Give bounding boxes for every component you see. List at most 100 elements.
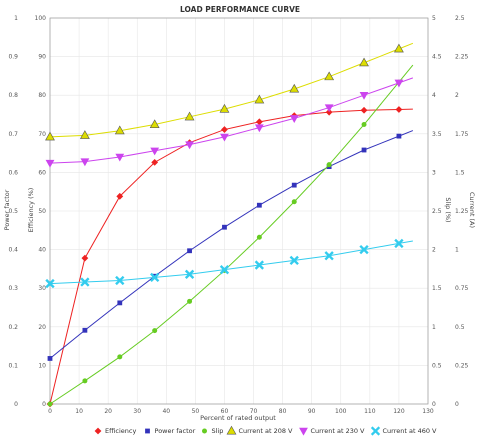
grid-layer: [49, 17, 429, 405]
x-tick-label: 90: [308, 408, 316, 415]
x-axis-label: Percent of rated output: [200, 414, 276, 422]
data-point-power-factor: [291, 182, 297, 188]
legend-marker-slip: [202, 428, 207, 434]
slip-tick-label: 2: [432, 247, 436, 254]
legend-marker-current-at-460-v: [370, 426, 381, 436]
slip-tick-label: 0: [432, 401, 436, 408]
current-tick-label: 1.75: [455, 131, 469, 138]
series-current-at-460-v: [45, 238, 413, 289]
current-tick-label: 2: [455, 92, 459, 99]
series-current-at-230-v: [45, 77, 414, 168]
data-point-slip: [291, 199, 297, 205]
data-point-power-factor: [361, 147, 367, 153]
legend-item-efficiency: Efficiency: [94, 427, 136, 435]
data-point-efficiency: [116, 192, 124, 200]
legend-item-current-at-208-v: Current at 208 V: [226, 425, 294, 435]
data-point-efficiency: [325, 108, 333, 116]
x-tick-label: 50: [192, 408, 200, 415]
efficiency-tick-label: 20: [38, 324, 46, 331]
legend-label-efficiency: Efficiency: [105, 427, 136, 435]
slip-tick-label: 3: [432, 169, 436, 176]
data-point-efficiency: [81, 254, 89, 262]
data-point-current-at-208-v: [79, 130, 90, 139]
y-axis-label-slip: Slip (%): [444, 197, 452, 222]
efficiency-tick-label: 70: [38, 131, 46, 138]
series-line-efficiency: [49, 108, 413, 405]
data-point-current-at-208-v: [184, 111, 195, 121]
slip-tick-label: 2.5: [432, 208, 442, 215]
slip-tick-label: 5: [432, 15, 436, 22]
data-point-current-at-460-v: [219, 265, 230, 275]
legend-label-slip: Slip: [212, 427, 224, 435]
data-point-efficiency: [395, 106, 403, 113]
data-point-current-at-230-v: [115, 153, 125, 162]
data-point-slip: [152, 328, 158, 334]
x-tick-label: 70: [250, 408, 258, 415]
x-tick-label: 0: [48, 408, 52, 415]
data-point-current-at-230-v: [289, 115, 299, 123]
plot-border: [49, 17, 429, 405]
data-point-current-at-460-v: [80, 277, 90, 287]
data-point-current-at-460-v: [394, 238, 404, 249]
data-point-power-factor: [222, 224, 227, 230]
data-point-current-at-460-v: [359, 244, 369, 255]
data-point-current-at-230-v: [45, 159, 55, 168]
legend-label-current-at-208-v: Current at 208 V: [239, 427, 294, 435]
efficiency-tick-label: 50: [38, 208, 46, 215]
x-tick-label: 60: [221, 408, 229, 415]
data-point-power-factor: [396, 133, 402, 139]
data-point-current-at-230-v: [324, 104, 334, 113]
efficiency-tick-label: 0: [42, 401, 46, 408]
efficiency-tick-label: 80: [38, 92, 46, 99]
data-point-current-at-230-v: [359, 92, 369, 100]
legend-item-current-at-460-v: Current at 460 V: [370, 426, 438, 436]
power-factor-tick-label: 1: [14, 15, 18, 22]
data-point-slip: [117, 354, 123, 360]
series-layer: [45, 42, 414, 408]
data-point-slip: [361, 122, 367, 128]
data-point-efficiency: [151, 158, 159, 166]
power-factor-tick-label: 0.7: [8, 131, 18, 138]
current-tick-label: 2.5: [455, 15, 465, 22]
legend: Efficiency Power factor Slip Current at 208…: [94, 425, 438, 436]
current-tick-label: 1.25: [455, 208, 469, 215]
x-tick-label: 130: [422, 408, 434, 415]
data-point-current-at-230-v: [254, 124, 264, 133]
data-point-current-at-460-v: [115, 275, 125, 286]
power-factor-tick-label: 0.3: [8, 285, 18, 292]
current-tick-label: 2.25: [455, 54, 469, 61]
data-point-slip: [187, 298, 193, 304]
y-axis-label-power-factor: Power factor: [3, 189, 11, 230]
efficiency-tick-label: 100: [35, 15, 47, 22]
data-point-current-at-460-v: [184, 269, 195, 279]
power-factor-tick-label: 0.5: [8, 208, 18, 215]
slip-tick-label: 0.5: [432, 362, 442, 369]
data-point-current-at-230-v: [150, 147, 160, 156]
data-point-slip: [326, 162, 332, 168]
data-point-current-at-230-v: [185, 141, 194, 150]
data-point-current-at-208-v: [289, 83, 300, 93]
current-tick-label: 1.5: [455, 169, 465, 176]
data-point-current-at-460-v: [289, 255, 299, 266]
data-point-current-at-208-v: [324, 71, 335, 81]
legend-marker-current-at-230-v: [299, 427, 308, 436]
efficiency-tick-label: 90: [38, 54, 46, 61]
data-point-current-at-208-v: [114, 125, 125, 135]
data-point-slip: [256, 234, 262, 240]
chart-title: LOAD PERFORMANCE CURVE: [180, 5, 300, 14]
power-factor-tick-label: 0: [14, 401, 18, 408]
legend-marker-efficiency: [94, 427, 102, 435]
x-tick-label: 20: [104, 408, 112, 415]
legend-marker-power-factor: [145, 428, 150, 434]
legend-label-current-at-460-v: Current at 460 V: [383, 427, 438, 435]
data-point-current-at-208-v: [219, 103, 230, 113]
data-point-power-factor: [187, 248, 192, 254]
legend-item-current-at-230-v: Current at 230 V: [299, 427, 365, 436]
slip-tick-label: 4: [432, 92, 436, 99]
x-tick-label: 40: [162, 408, 170, 415]
data-point-slip: [82, 378, 88, 384]
data-point-current-at-460-v: [254, 260, 265, 270]
slip-tick-label: 1: [432, 324, 436, 331]
